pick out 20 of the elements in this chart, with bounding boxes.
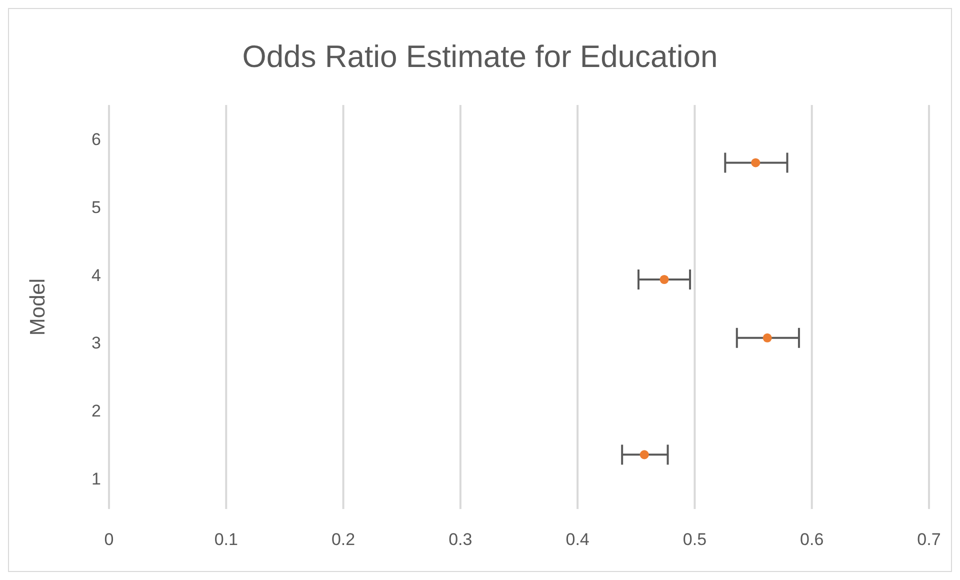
x-tick-label: 0.5 — [682, 530, 707, 550]
x-tick-label: 0.2 — [331, 530, 356, 550]
x-tick-label: 0.4 — [566, 530, 590, 550]
y-axis-title: Model — [26, 278, 50, 336]
y-tick-label: 6 — [92, 130, 101, 149]
point — [660, 274, 669, 284]
x-tick-label: 0.3 — [448, 530, 472, 550]
point — [751, 158, 760, 168]
y-tick-label: 4 — [92, 266, 101, 285]
y-tick-label: 3 — [92, 334, 101, 353]
y-tick-label: 2 — [92, 402, 101, 421]
point — [640, 450, 649, 460]
y-tick-label: 5 — [92, 198, 101, 217]
point — [762, 333, 772, 342]
chart-title: Odds Ratio Estimate for Education — [241, 38, 719, 76]
x-tick-label: 0.6 — [800, 530, 824, 550]
x-tick-label: 0 — [104, 530, 114, 550]
x-tick-label: 0.1 — [214, 530, 238, 550]
y-tick-label: 1 — [92, 469, 101, 488]
x-tick-label: 0.7 — [917, 530, 941, 550]
